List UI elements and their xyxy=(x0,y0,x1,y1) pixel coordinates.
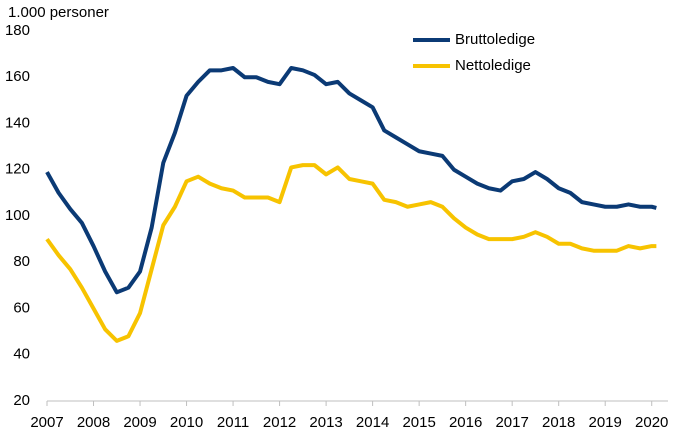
x-tick-label: 2016 xyxy=(449,414,482,431)
x-tick-label: 2018 xyxy=(542,414,575,431)
x-tick-label: 2007 xyxy=(30,414,63,431)
y-tick-label: 100 xyxy=(5,207,30,224)
x-tick-label: 2014 xyxy=(356,414,389,431)
legend-label: Nettoledige xyxy=(455,57,531,74)
y-tick-label: 140 xyxy=(5,114,30,131)
series-line xyxy=(45,163,657,343)
x-tick-label: 2011 xyxy=(217,414,249,431)
x-tick-label: 2015 xyxy=(402,414,435,431)
y-tick-label: 60 xyxy=(13,299,30,316)
y-tick-label: 20 xyxy=(13,392,30,409)
legend-label: Bruttoledige xyxy=(455,31,535,48)
y-axis-title: 1.000 personer xyxy=(8,4,109,21)
x-tick-label: 2008 xyxy=(77,414,110,431)
y-tick-label: 160 xyxy=(5,68,30,85)
x-tick-label: 2017 xyxy=(495,414,528,431)
x-tick-label: 2013 xyxy=(309,414,342,431)
x-tick-label: 2012 xyxy=(263,414,296,431)
x-tick-label: 2019 xyxy=(589,414,622,431)
series-line xyxy=(45,66,657,295)
y-tick-label: 40 xyxy=(13,346,30,363)
y-tick-label: 180 xyxy=(5,22,30,39)
x-tick-label: 2009 xyxy=(123,414,156,431)
x-tick-label: 2010 xyxy=(170,414,203,431)
y-tick-label: 80 xyxy=(13,253,30,270)
x-tick-label: 2020 xyxy=(635,414,668,431)
y-tick-label: 120 xyxy=(5,161,30,178)
